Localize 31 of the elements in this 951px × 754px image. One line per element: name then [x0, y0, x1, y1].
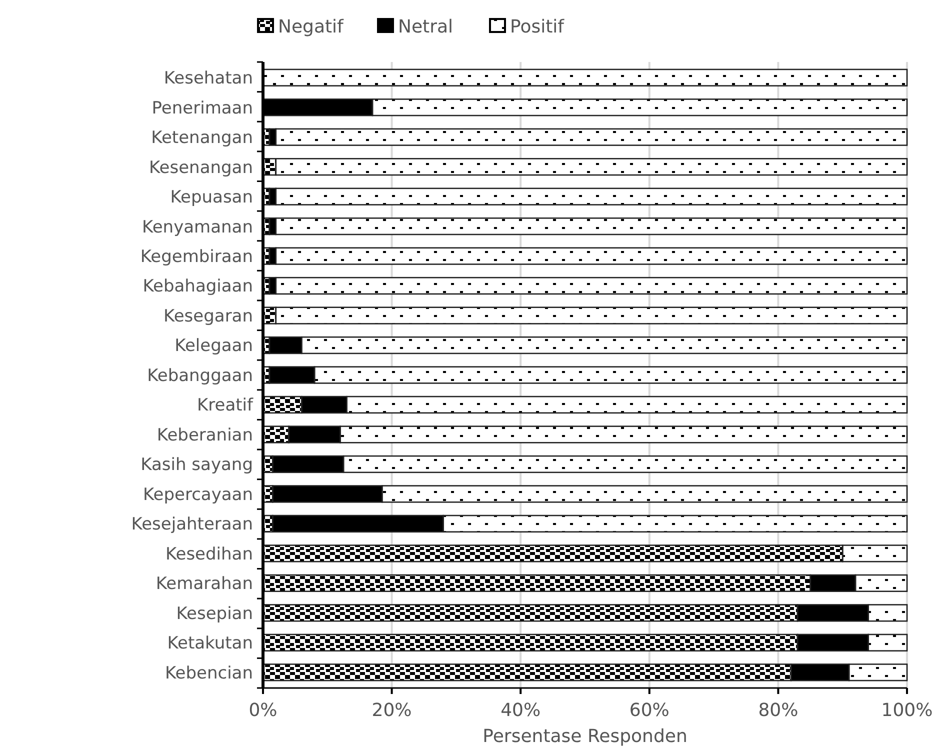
- y-tick-label: Ketenangan: [151, 128, 253, 148]
- y-tick-label: Kesegaran: [164, 306, 253, 326]
- x-axis-title: Persentase Responden: [482, 726, 688, 747]
- y-tick-label: Kebanggaan: [147, 366, 253, 386]
- y-tick-label: Kebencian: [164, 663, 253, 684]
- y-tick-label: Kepercayaan: [142, 484, 253, 505]
- legend-label: Negatif: [278, 16, 344, 38]
- y-tick-label: Penerimaan: [152, 98, 253, 118]
- y-tick-label: Ketakutan: [167, 634, 253, 654]
- y-tick-label: Kepuasan: [170, 188, 253, 208]
- y-tick-label: Kelegaan: [174, 336, 253, 356]
- x-tick-label: 80%: [758, 700, 798, 721]
- legend-label: Positif: [510, 16, 565, 38]
- y-tick-label: Kebahagiaan: [142, 276, 253, 297]
- legend-label: Netral: [398, 16, 454, 38]
- x-tick-label: 20%: [372, 700, 412, 721]
- x-tick-label: 0%: [248, 700, 278, 721]
- y-tick-label: Kesenangan: [148, 158, 253, 178]
- y-tick-label: Kasih sayang: [140, 455, 253, 476]
- x-tick-label: 100%: [881, 700, 933, 721]
- y-tick-label: Kesehatan: [164, 68, 253, 89]
- y-tick-label: Kesepian: [176, 604, 253, 624]
- y-tick-label: Kenyamanan: [142, 217, 253, 238]
- y-tick-label: Kegembiraan: [140, 246, 253, 267]
- y-tick-label: Kemarahan: [156, 574, 253, 594]
- y-tick-label: Kesejahteraan: [131, 514, 253, 535]
- y-tick-label: Keberanian: [156, 425, 253, 446]
- x-tick-label: 40%: [500, 700, 541, 721]
- y-tick-label: Kesedihan: [165, 544, 253, 564]
- y-tick-label: Kreatif: [196, 396, 254, 416]
- x-tick-label: 60%: [629, 700, 670, 721]
